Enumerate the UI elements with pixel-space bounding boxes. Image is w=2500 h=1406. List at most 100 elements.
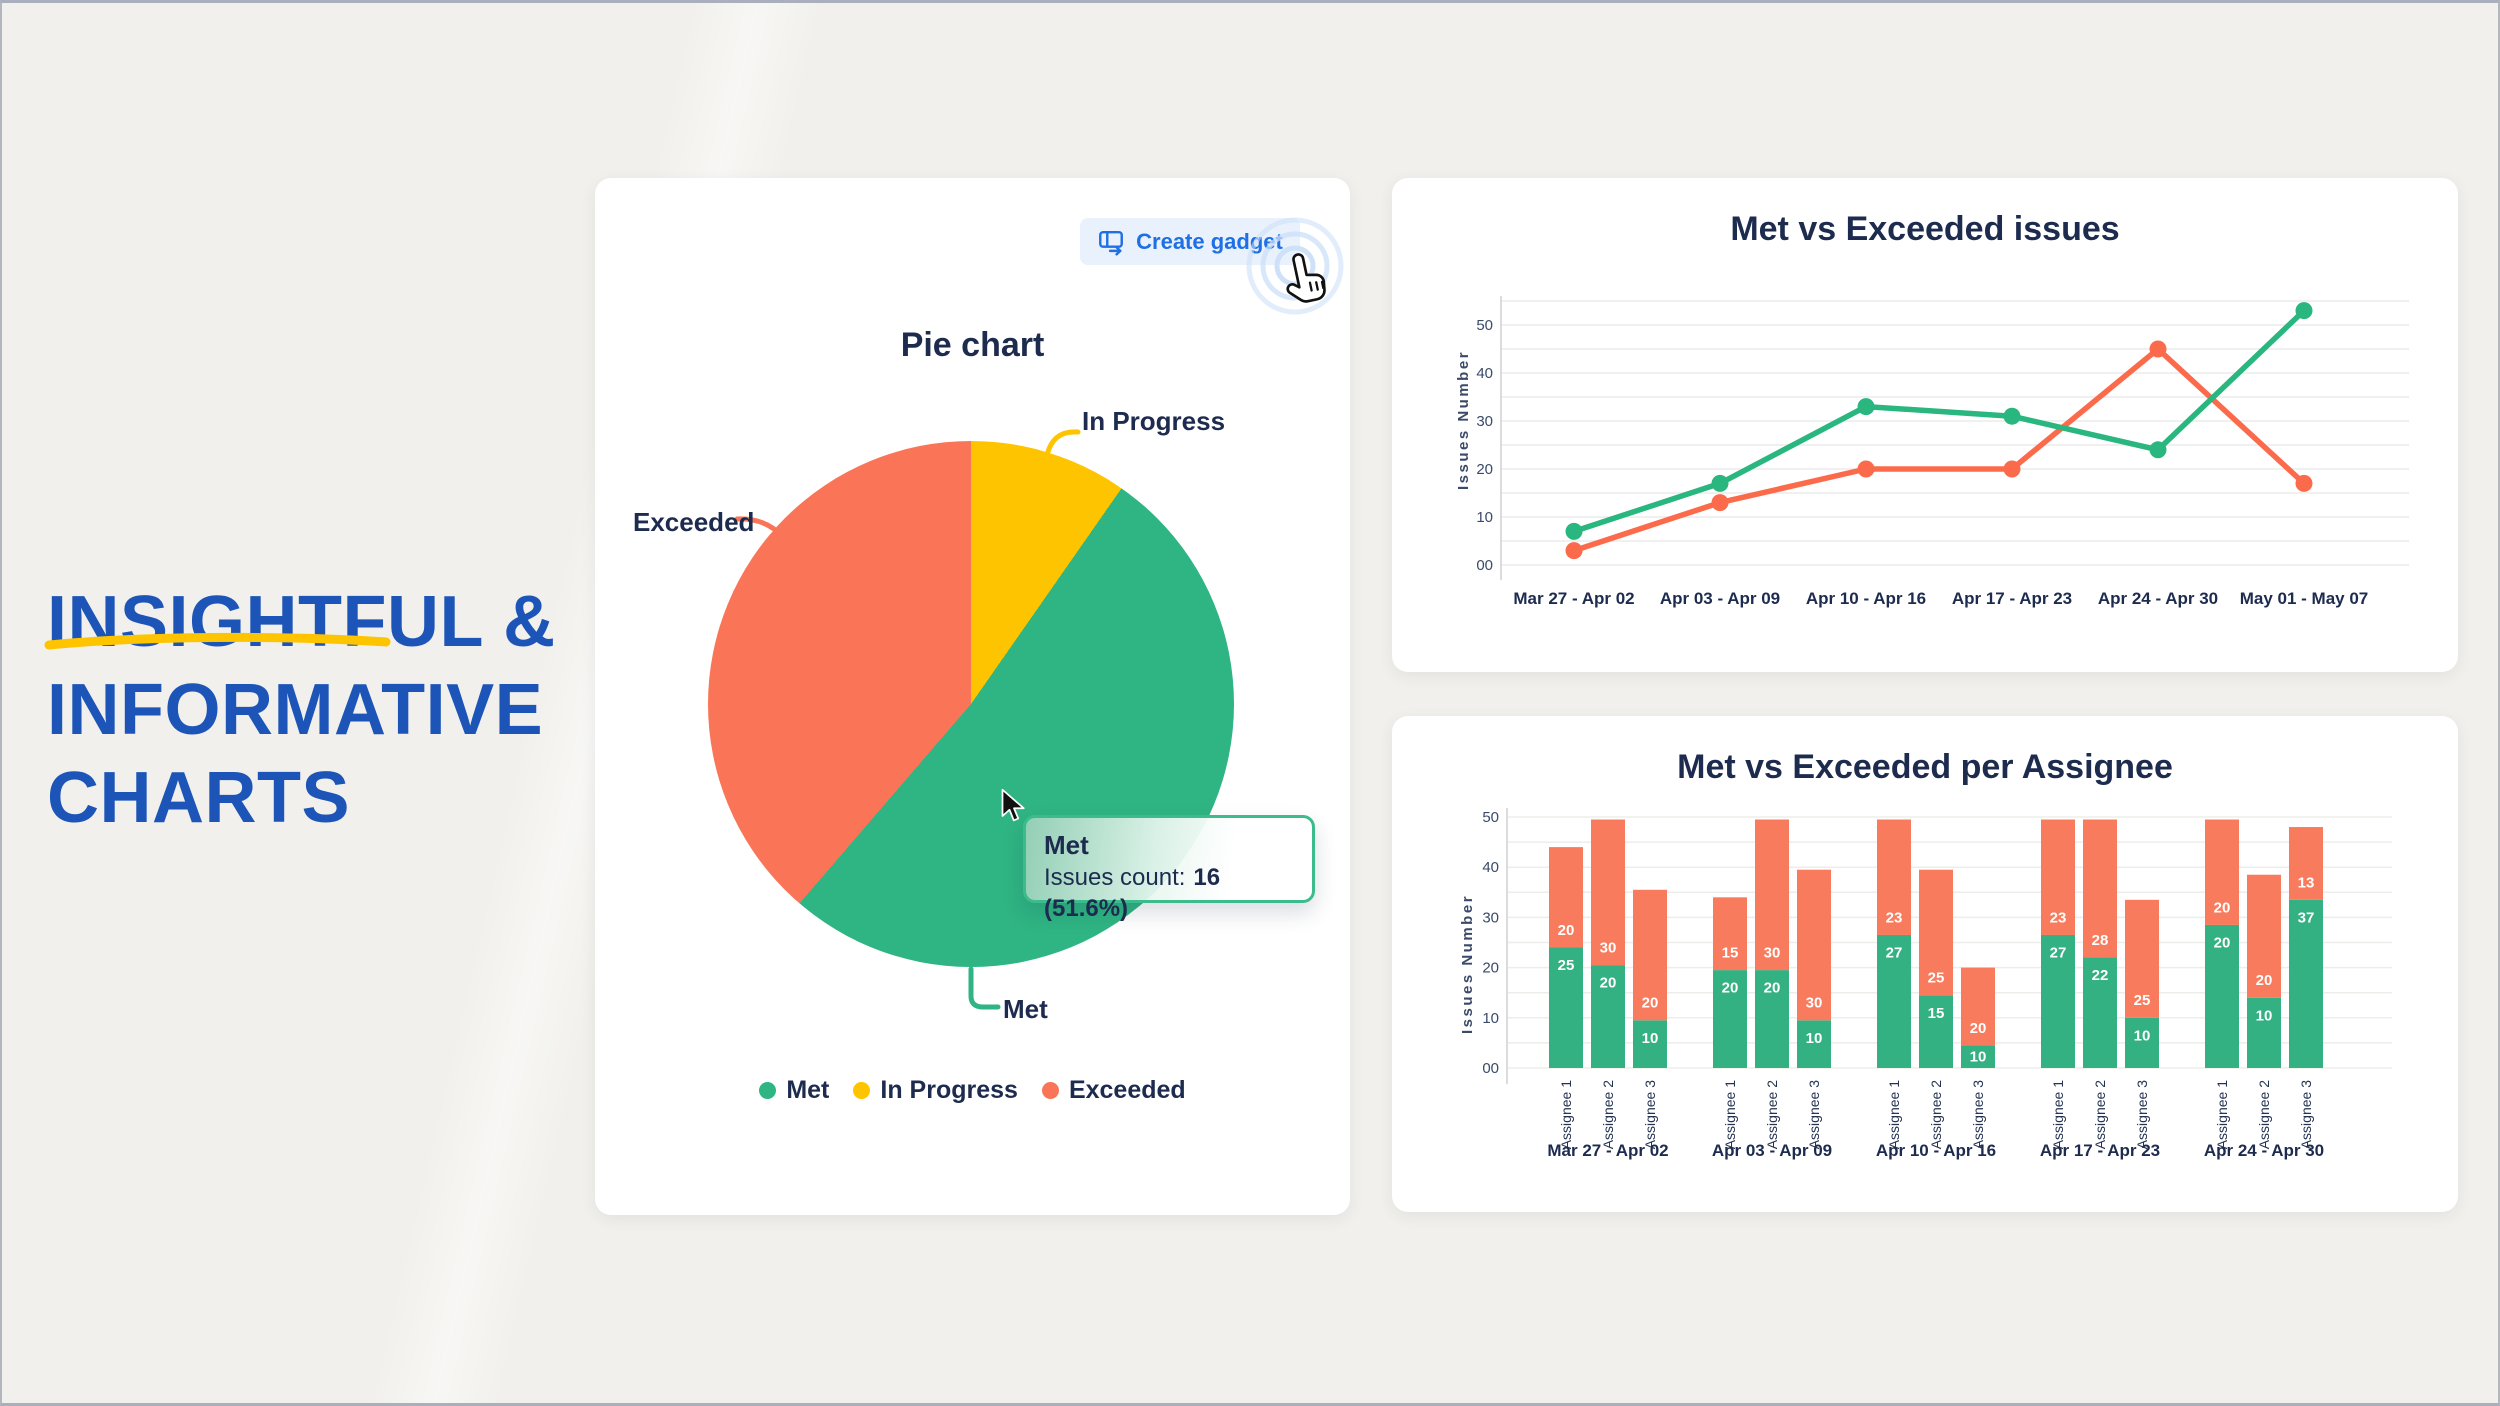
bar-segment-exceeded[interactable] <box>1797 869 1831 1021</box>
bar-value-exceeded: 20 <box>2214 899 2231 916</box>
x-group-label: Apr 17 - Apr 23 <box>2040 1141 2160 1160</box>
data-point[interactable] <box>1711 474 1729 492</box>
x-tick-assignee: Assignee 1 <box>1886 1080 1902 1149</box>
data-point[interactable] <box>2003 407 2021 425</box>
bar-segment-exceeded[interactable] <box>1755 819 1789 971</box>
bar-value-exceeded: 25 <box>2134 992 2151 1009</box>
bar-value-met: 37 <box>2298 909 2315 926</box>
x-group-label: Apr 24 - Apr 30 <box>2204 1141 2324 1160</box>
pie-tooltip-label: Issues count: <box>1044 864 1186 891</box>
data-point[interactable] <box>1711 494 1729 512</box>
bar-segment-exceeded[interactable] <box>1633 889 1667 1021</box>
create-gadget-icon <box>1099 230 1124 256</box>
legend-dot <box>1041 1082 1059 1099</box>
data-point[interactable] <box>1857 398 1875 416</box>
bar-segment-met[interactable] <box>1755 970 1789 1068</box>
bar-value-exceeded: 30 <box>1764 945 1781 962</box>
line-chart-title: Met vs Exceeded issues <box>1730 210 2120 248</box>
bar-value-exceeded: 30 <box>1600 940 1617 957</box>
data-point[interactable] <box>2003 460 2021 478</box>
y-tick-label: 20 <box>1476 461 1493 478</box>
data-point[interactable] <box>2149 340 2167 358</box>
bar-value-met: 20 <box>1600 975 1617 992</box>
data-point[interactable] <box>2149 441 2167 459</box>
data-point[interactable] <box>1857 460 1875 478</box>
y-tick-label: 10 <box>1476 509 1493 526</box>
bar-segment-exceeded[interactable] <box>1877 819 1911 935</box>
bar-segment-met[interactable] <box>1633 1020 1667 1068</box>
met-slice-label: Met <box>1003 994 1048 1024</box>
bar-segment-exceeded[interactable] <box>2083 819 2117 958</box>
data-point[interactable] <box>2295 474 2313 492</box>
bar-segment-exceeded[interactable] <box>2205 819 2239 925</box>
legend-item[interactable]: In Progress <box>853 1076 1018 1105</box>
bar-segment-met[interactable] <box>1961 1045 1995 1068</box>
bar-segment-met[interactable] <box>2205 924 2239 1068</box>
bar-segment-met[interactable] <box>1549 947 1583 1068</box>
bar-value-met: 15 <box>1928 1005 1945 1022</box>
bar-segment-met[interactable] <box>2041 934 2075 1068</box>
pie-tooltip-value: 16 (51.6%) <box>1044 864 1221 922</box>
stacked-bar-chart[interactable]: 00 10 20 30 40 50 Issues Number Mar 27 - Apr 02… <box>1392 716 2458 1212</box>
bar-segment-met[interactable] <box>1877 934 1911 1068</box>
x-tick-label: Apr 10 - Apr 16 <box>1806 589 1926 608</box>
bar-segment-met[interactable] <box>1919 995 1953 1068</box>
pie-tooltip: Met Issues count: 16 (51.6%) <box>1023 815 1315 922</box>
in-progress-callout-line <box>1044 429 1081 458</box>
x-tick-assignee: Assignee 2 <box>2092 1080 2108 1149</box>
bar-value-met: 10 <box>1806 1030 1823 1047</box>
bar-value-exceeded: 20 <box>1970 1020 1987 1037</box>
data-point[interactable] <box>1565 542 1583 560</box>
bar-value-exceeded: 25 <box>1928 970 1945 987</box>
bar-segment-exceeded[interactable] <box>2041 819 2075 935</box>
bar-value-met: 22 <box>2092 967 2109 984</box>
x-tick-assignee: Assignee 1 <box>1722 1080 1738 1149</box>
create-gadget-button[interactable]: Create gadget <box>1080 218 1300 265</box>
y-tick-label: 20 <box>1482 960 1499 977</box>
bar-segment-exceeded[interactable] <box>2125 899 2159 1018</box>
bar-value-exceeded: 30 <box>1806 995 1823 1012</box>
bar-chart-card: Met vs Exceeded per Assignee 00 10 20 30 40 5… <box>1392 716 2458 1212</box>
line-series-met[interactable] <box>1571 307 2307 535</box>
legend-label: Exceeded <box>1068 1076 1186 1104</box>
bar-value-met: 20 <box>2214 935 2231 952</box>
legend-item[interactable]: Exceeded <box>1041 1076 1186 1105</box>
bar-segment-met[interactable] <box>2083 957 2117 1068</box>
x-tick-assignee: Assignee 3 <box>2134 1080 2150 1149</box>
bar-value-met: 20 <box>1764 980 1781 997</box>
legend-dot <box>759 1082 777 1099</box>
line-chart-card: Met vs Exceeded issues 00 10 20 30 40 50 Issue… <box>1392 178 2458 672</box>
data-point[interactable] <box>1565 522 1583 540</box>
y-tick-label: 40 <box>1476 365 1493 382</box>
line-series-exceeded[interactable] <box>1571 346 2307 554</box>
bar-value-exceeded: 23 <box>2050 909 2067 926</box>
data-point[interactable] <box>2295 302 2313 320</box>
bar-segment-met[interactable] <box>2125 1017 2159 1068</box>
legend-item[interactable]: Met <box>759 1076 829 1105</box>
bar-segment-exceeded[interactable] <box>2289 827 2323 900</box>
bar-value-met: 20 <box>1722 980 1739 997</box>
bar-segment-met[interactable] <box>2247 997 2281 1068</box>
bar-value-exceeded: 15 <box>1722 945 1739 962</box>
bar-segment-met[interactable] <box>2289 899 2323 1068</box>
bar-segment-exceeded[interactable] <box>1549 847 1583 948</box>
headline-line-2: INFORMATIVE <box>47 670 544 750</box>
bar-value-exceeded: 28 <box>2092 932 2109 949</box>
x-tick-label: Apr 17 - Apr 23 <box>1952 589 2072 608</box>
bar-segment-met[interactable] <box>1713 970 1747 1068</box>
bar-segment-met[interactable] <box>1591 965 1625 1068</box>
bar-segment-exceeded[interactable] <box>2247 874 2281 998</box>
bar-value-met: 10 <box>1642 1030 1659 1047</box>
y-tick-label: 50 <box>1482 809 1499 826</box>
bar-segment-exceeded[interactable] <box>1961 967 1995 1046</box>
bar-segment-exceeded[interactable] <box>1713 897 1747 971</box>
x-tick-assignee: Assignee 3 <box>2298 1080 2314 1149</box>
pie-tooltip-text: Issues count: 16 (51.6%) <box>1044 862 1294 924</box>
x-group-label: Mar 27 - Apr 02 <box>1547 1141 1668 1160</box>
bar-segment-exceeded[interactable] <box>1919 869 1953 996</box>
bar-segment-met[interactable] <box>1797 1020 1831 1068</box>
headline-underline-path <box>44 632 391 650</box>
bar-segment-exceeded[interactable] <box>1591 819 1625 966</box>
